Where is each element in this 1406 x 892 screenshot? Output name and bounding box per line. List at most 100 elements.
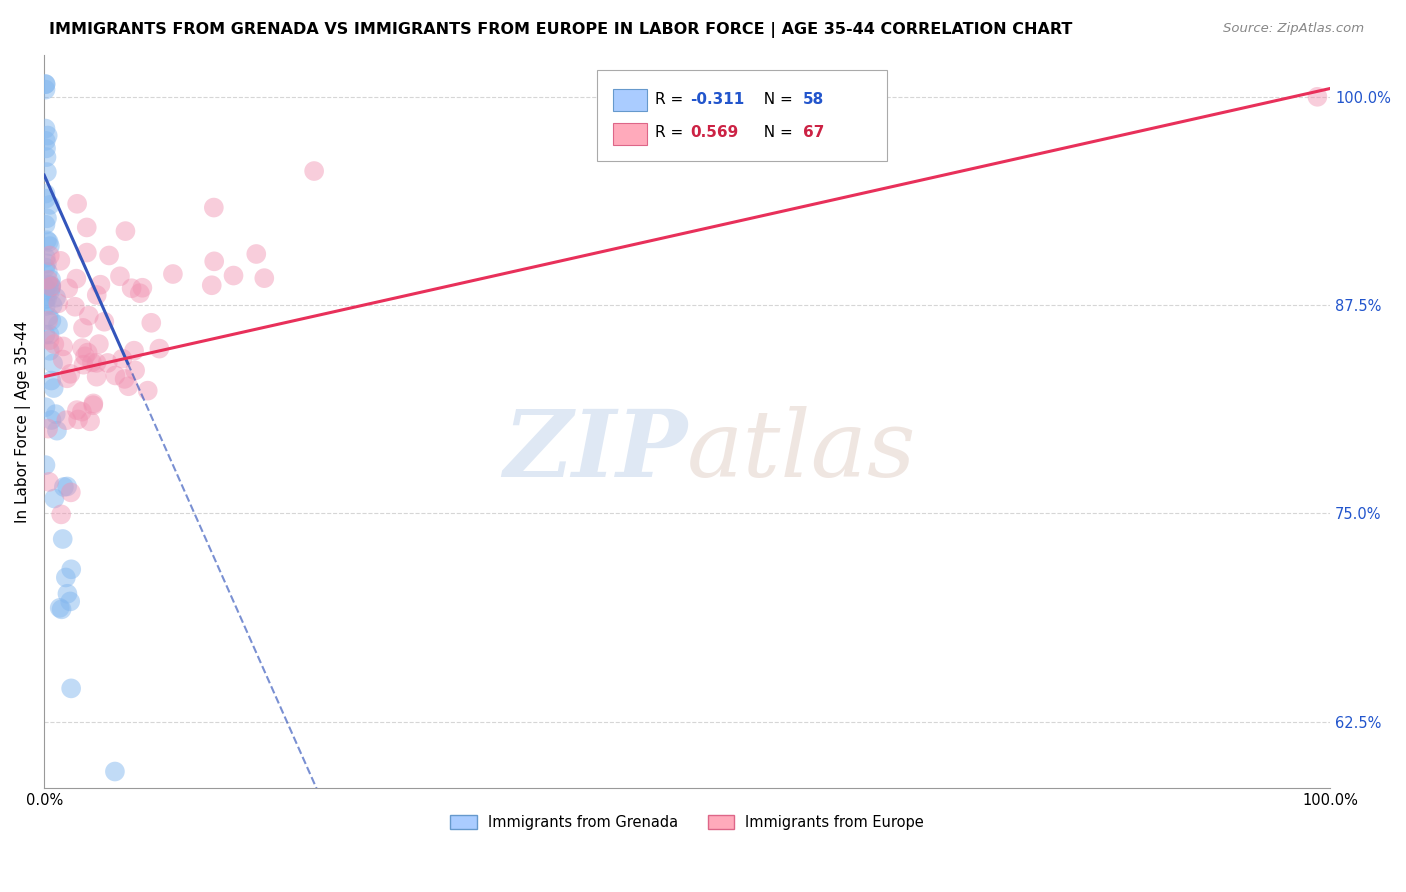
Point [202, 201, 225, 215]
Point [121, 281, 143, 295]
Point [86, 288, 108, 302]
Point [35, 192, 58, 206]
Point [42, 356, 65, 370]
FancyBboxPatch shape [598, 70, 887, 161]
FancyBboxPatch shape [613, 122, 647, 145]
Point [86, 356, 108, 370]
Point [128, 286, 150, 301]
Point [73, 349, 96, 363]
Point [67, 412, 90, 426]
Point [141, 316, 163, 330]
Point [34, 83, 56, 97]
Point [37, 128, 59, 143]
Point [66, 403, 89, 417]
Point [60, 681, 83, 696]
Point [108, 269, 131, 284]
Text: N =: N = [754, 92, 797, 107]
Point [35, 299, 58, 313]
Point [44, 491, 66, 506]
Point [52, 352, 75, 367]
Point [39, 279, 62, 293]
Text: 67: 67 [803, 126, 824, 140]
Point [41, 298, 63, 312]
Point [37, 422, 59, 436]
Point [35, 211, 58, 226]
Point [87, 337, 110, 351]
Point [37, 273, 59, 287]
Point [46, 296, 69, 310]
Point [162, 267, 184, 281]
Point [38, 239, 60, 253]
Text: N =: N = [754, 126, 797, 140]
Point [56, 479, 79, 493]
Point [38, 475, 60, 489]
Point [38, 333, 60, 347]
Point [72, 358, 94, 372]
Point [114, 224, 136, 238]
Point [38, 327, 60, 342]
Legend: Immigrants from Grenada, Immigrants from Europe: Immigrants from Grenada, Immigrants from… [444, 809, 929, 836]
Point [41, 313, 63, 327]
Point [117, 379, 139, 393]
Point [34, 400, 56, 414]
Point [39, 198, 62, 212]
Text: ZIP: ZIP [503, 406, 688, 496]
Point [46, 318, 69, 332]
Text: Source: ZipAtlas.com: Source: ZipAtlas.com [1223, 22, 1364, 36]
Point [136, 384, 159, 398]
Text: -0.311: -0.311 [690, 92, 744, 107]
Point [76, 345, 98, 359]
Point [56, 371, 79, 385]
Point [104, 368, 127, 383]
Point [131, 281, 153, 295]
Point [93, 315, 115, 329]
Point [59, 594, 82, 608]
Point [86, 369, 108, 384]
Point [201, 278, 224, 293]
Point [65, 271, 87, 285]
Point [48, 600, 70, 615]
Point [46, 424, 69, 438]
Point [52, 480, 75, 494]
Point [42, 381, 65, 395]
Point [39, 374, 62, 388]
Point [34, 77, 56, 91]
Point [59, 485, 82, 500]
Text: R =: R = [655, 126, 688, 140]
Point [70, 341, 93, 355]
Point [63, 300, 86, 314]
Point [97, 356, 120, 370]
Point [38, 277, 60, 292]
Point [1306, 90, 1329, 104]
Point [58, 281, 80, 295]
Point [77, 309, 100, 323]
Point [35, 251, 58, 265]
Point [111, 351, 134, 366]
Point [56, 587, 79, 601]
Text: atlas: atlas [688, 406, 917, 496]
FancyBboxPatch shape [613, 89, 647, 111]
Point [79, 414, 101, 428]
Point [104, 764, 127, 779]
Point [49, 253, 72, 268]
Point [52, 532, 75, 546]
Point [72, 321, 94, 335]
Point [41, 413, 63, 427]
Point [38, 343, 60, 358]
Text: R =: R = [655, 92, 688, 107]
Point [60, 562, 83, 576]
Point [302, 164, 325, 178]
Point [35, 134, 58, 148]
Point [55, 570, 77, 584]
Point [70, 404, 93, 418]
Point [39, 272, 62, 286]
Point [82, 396, 104, 410]
Point [80, 355, 103, 369]
Point [45, 291, 67, 305]
Point [52, 339, 75, 353]
Point [124, 363, 146, 377]
Point [34, 77, 56, 91]
Point [59, 367, 82, 381]
Point [114, 372, 136, 386]
Point [34, 458, 56, 472]
